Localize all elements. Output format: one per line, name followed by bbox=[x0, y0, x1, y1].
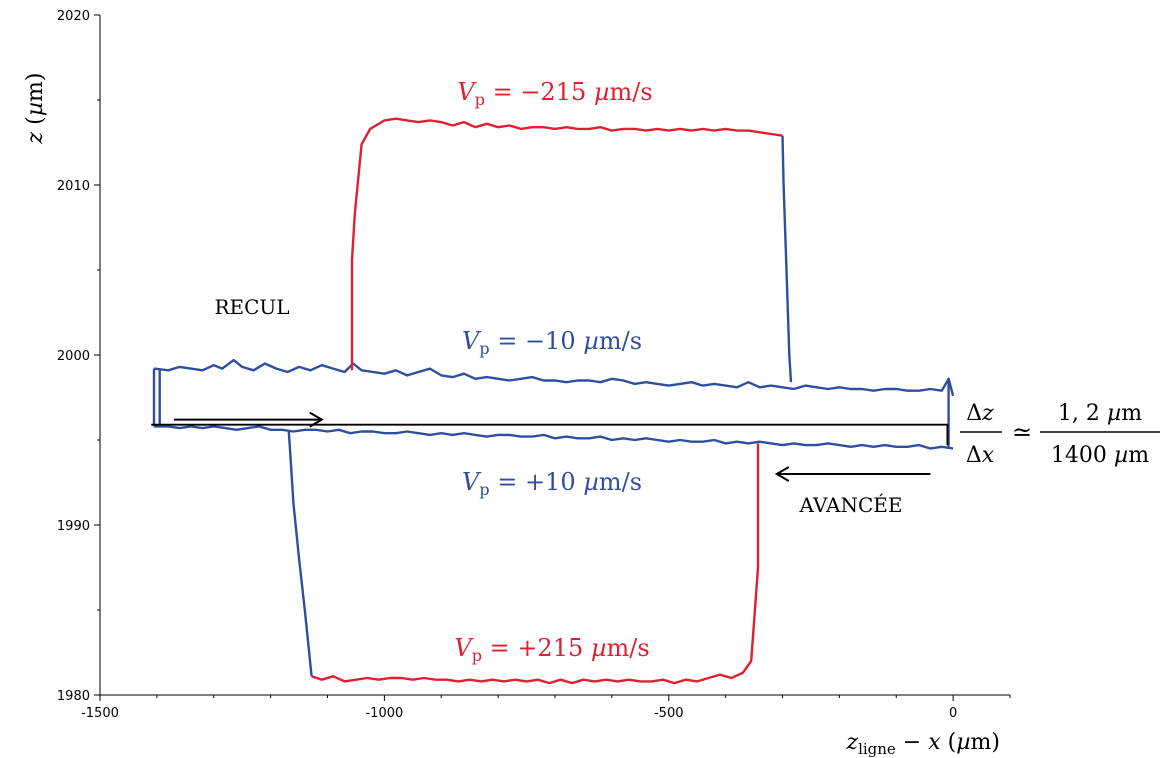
svg-text:1400 µm: 1400 µm bbox=[1051, 443, 1149, 468]
series-line-2 bbox=[350, 117, 783, 371]
y-tick-label: 2010 bbox=[57, 179, 90, 194]
series-line-4 bbox=[311, 443, 760, 685]
x-tick-label: -500 bbox=[654, 706, 684, 721]
axes: -1500 -1000 -500 0 1980 1990 2000 2010 2020 bbox=[57, 9, 1011, 721]
svg-text:Δz: Δz bbox=[966, 401, 994, 426]
y-tick-label: 1980 bbox=[57, 689, 90, 704]
slope-formula: Δz Δx ≃ 1, 2 µm 1400 µm bbox=[960, 401, 1160, 468]
recul-arrow-head bbox=[309, 411, 324, 428]
label-vp-plus-10: Vp = +10 µm/s bbox=[462, 468, 642, 499]
series-line-0 bbox=[153, 358, 955, 397]
x-tick-label: -1000 bbox=[365, 706, 403, 721]
label-vp-plus-215: Vp = +215 µm/s bbox=[454, 634, 649, 665]
label-recul: RECUL bbox=[214, 295, 289, 319]
x-tick-label: 0 bbox=[949, 706, 957, 721]
x-tick-label: -1500 bbox=[81, 706, 119, 721]
svg-text:Δx: Δx bbox=[966, 443, 995, 468]
svg-text:≃: ≃ bbox=[1012, 418, 1032, 446]
x-axis-label: zligne − x (µm) bbox=[845, 730, 1000, 758]
avancee-arrow-head bbox=[774, 466, 790, 482]
y-tick-label: 2000 bbox=[57, 349, 90, 364]
y-tick-label: 1990 bbox=[57, 519, 90, 534]
series-line-3 bbox=[781, 135, 793, 383]
series-line-9 bbox=[151, 423, 949, 446]
series-line-1 bbox=[154, 425, 954, 450]
y-tick-label: 2020 bbox=[57, 9, 90, 24]
series-group bbox=[151, 117, 955, 685]
svg-text:1, 2 µm: 1, 2 µm bbox=[1058, 401, 1142, 426]
series-line-5 bbox=[287, 431, 313, 677]
y-axis-label: z (µm) bbox=[23, 73, 48, 145]
annotations bbox=[173, 411, 931, 482]
label-vp-minus-215: Vp = −215 µm/s bbox=[457, 78, 652, 109]
label-avancee: AVANCÉE bbox=[799, 493, 903, 517]
label-vp-minus-10: Vp = −10 µm/s bbox=[462, 327, 642, 358]
